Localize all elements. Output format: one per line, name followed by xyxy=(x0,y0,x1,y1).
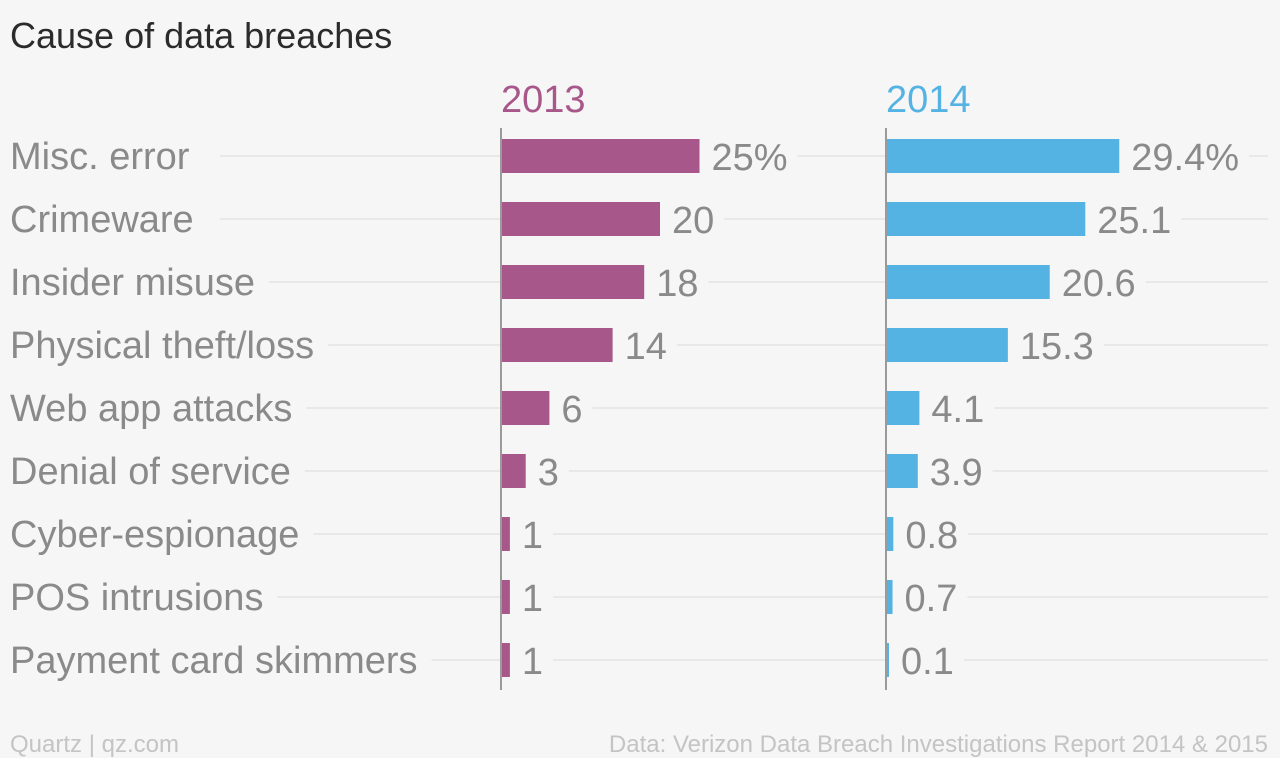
bar-mask xyxy=(502,656,520,664)
value-label-2013-misc-error: 25% xyxy=(712,137,788,179)
bar-mask xyxy=(887,593,903,601)
bar-2014-crimeware xyxy=(887,202,1086,236)
value-label-2013-web-app-attacks: 6 xyxy=(561,389,582,431)
category-label-mask xyxy=(8,278,269,286)
value-label-mask xyxy=(533,467,569,475)
series-title-2014: 2014 xyxy=(886,79,971,121)
value-label-2013-physical-theft-loss: 14 xyxy=(625,326,667,368)
bar-2013-insider-misuse xyxy=(502,265,645,299)
value-label-2014-misc-error: 29.4% xyxy=(1131,137,1239,179)
value-label-mask xyxy=(517,656,554,664)
value-label-2014-cyber-espionage: 0.8 xyxy=(905,515,958,557)
value-label-mask xyxy=(707,152,798,160)
bar-mask xyxy=(887,530,904,538)
value-label-2014-physical-theft-loss: 15.3 xyxy=(1020,326,1094,368)
value-label-mask xyxy=(897,656,964,664)
bar-2014-payment-card-skimmers xyxy=(887,643,889,677)
value-label-mask xyxy=(1057,278,1146,286)
bar-2013-denial-of-service xyxy=(502,454,526,488)
value-label-2013-insider-misuse: 18 xyxy=(656,263,698,305)
bar-2014-web-app-attacks xyxy=(887,391,920,425)
category-label-mask xyxy=(8,467,305,475)
chart-title: Cause of data breaches xyxy=(10,15,392,56)
category-label-mask xyxy=(8,593,278,601)
value-label-2014-payment-card-skimmers: 0.1 xyxy=(901,641,954,683)
value-label-2014-pos-intrusions: 0.7 xyxy=(905,578,958,620)
category-label-cyber-espionage: Cyber-espionage xyxy=(10,514,299,556)
value-label-mask xyxy=(927,404,995,412)
value-label-2014-crimeware: 25.1 xyxy=(1097,200,1171,242)
category-label-crimeware: Crimeware xyxy=(10,199,194,241)
value-label-2014-insider-misuse: 20.6 xyxy=(1062,263,1136,305)
category-label-pos-intrusions: POS intrusions xyxy=(10,577,263,619)
bar-2013-web-app-attacks xyxy=(502,391,550,425)
value-label-2013-crimeware: 20 xyxy=(672,200,714,242)
bar-2013-cyber-espionage xyxy=(502,517,510,551)
value-label-mask xyxy=(517,530,554,538)
category-label-mask xyxy=(8,656,432,664)
value-label-mask xyxy=(668,215,725,223)
bar-2014-pos-intrusions xyxy=(887,580,893,614)
value-label-mask xyxy=(652,278,709,286)
value-label-2013-cyber-espionage: 1 xyxy=(522,515,543,557)
value-label-2013-payment-card-skimmers: 1 xyxy=(522,641,543,683)
bar-2013-physical-theft-loss xyxy=(502,328,613,362)
bar-2014-denial-of-service xyxy=(887,454,918,488)
labels: Misc. error Crimeware Insider misuse Physic… xyxy=(10,79,1239,683)
bar-2014-misc-error xyxy=(887,139,1120,173)
bar-2014-insider-misuse xyxy=(887,265,1050,299)
category-label-mask xyxy=(8,341,329,349)
bar-2013-misc-error xyxy=(502,139,700,173)
value-label-mask xyxy=(620,341,677,349)
category-label-misc-error: Misc. error xyxy=(10,136,190,178)
value-label-mask xyxy=(1015,341,1104,349)
category-label-physical-theft-loss: Physical theft/loss xyxy=(10,325,314,367)
value-label-mask xyxy=(1093,215,1182,223)
series-title-2013: 2013 xyxy=(501,79,586,121)
category-label-web-app-attacks: Web app attacks xyxy=(10,388,292,430)
bar-2013-payment-card-skimmers xyxy=(502,643,510,677)
value-label-2013-denial-of-service: 3 xyxy=(538,452,559,494)
bar-mask xyxy=(502,530,520,538)
value-label-mask xyxy=(1127,152,1250,160)
category-label-payment-card-skimmers: Payment card skimmers xyxy=(10,640,418,682)
category-label-mask xyxy=(8,152,204,160)
bar-mask xyxy=(502,593,520,601)
value-label-mask xyxy=(901,530,969,538)
value-label-2013-pos-intrusions: 1 xyxy=(522,578,543,620)
bar-2013-crimeware xyxy=(502,202,660,236)
bar-mask xyxy=(887,656,899,664)
category-label-denial-of-service: Denial of service xyxy=(10,451,291,493)
bar-2013-pos-intrusions xyxy=(502,580,510,614)
value-label-mask xyxy=(517,593,554,601)
value-label-mask xyxy=(557,404,593,412)
category-label-mask xyxy=(8,215,208,223)
bars xyxy=(500,128,1120,690)
value-label-2014-web-app-attacks: 4.1 xyxy=(931,389,984,431)
category-label-mask xyxy=(8,404,307,412)
bar-2014-physical-theft-loss xyxy=(887,328,1008,362)
footer-source-right: Data: Verizon Data Breach Investigations… xyxy=(609,731,1268,758)
category-label-insider-misuse: Insider misuse xyxy=(10,262,255,304)
value-label-2014-denial-of-service: 3.9 xyxy=(930,452,983,494)
footer-source-left: Quartz | qz.com xyxy=(10,731,179,758)
bar-2014-cyber-espionage xyxy=(887,517,894,551)
category-label-mask xyxy=(8,530,314,538)
value-label-mask xyxy=(900,593,968,601)
value-label-mask xyxy=(925,467,993,475)
